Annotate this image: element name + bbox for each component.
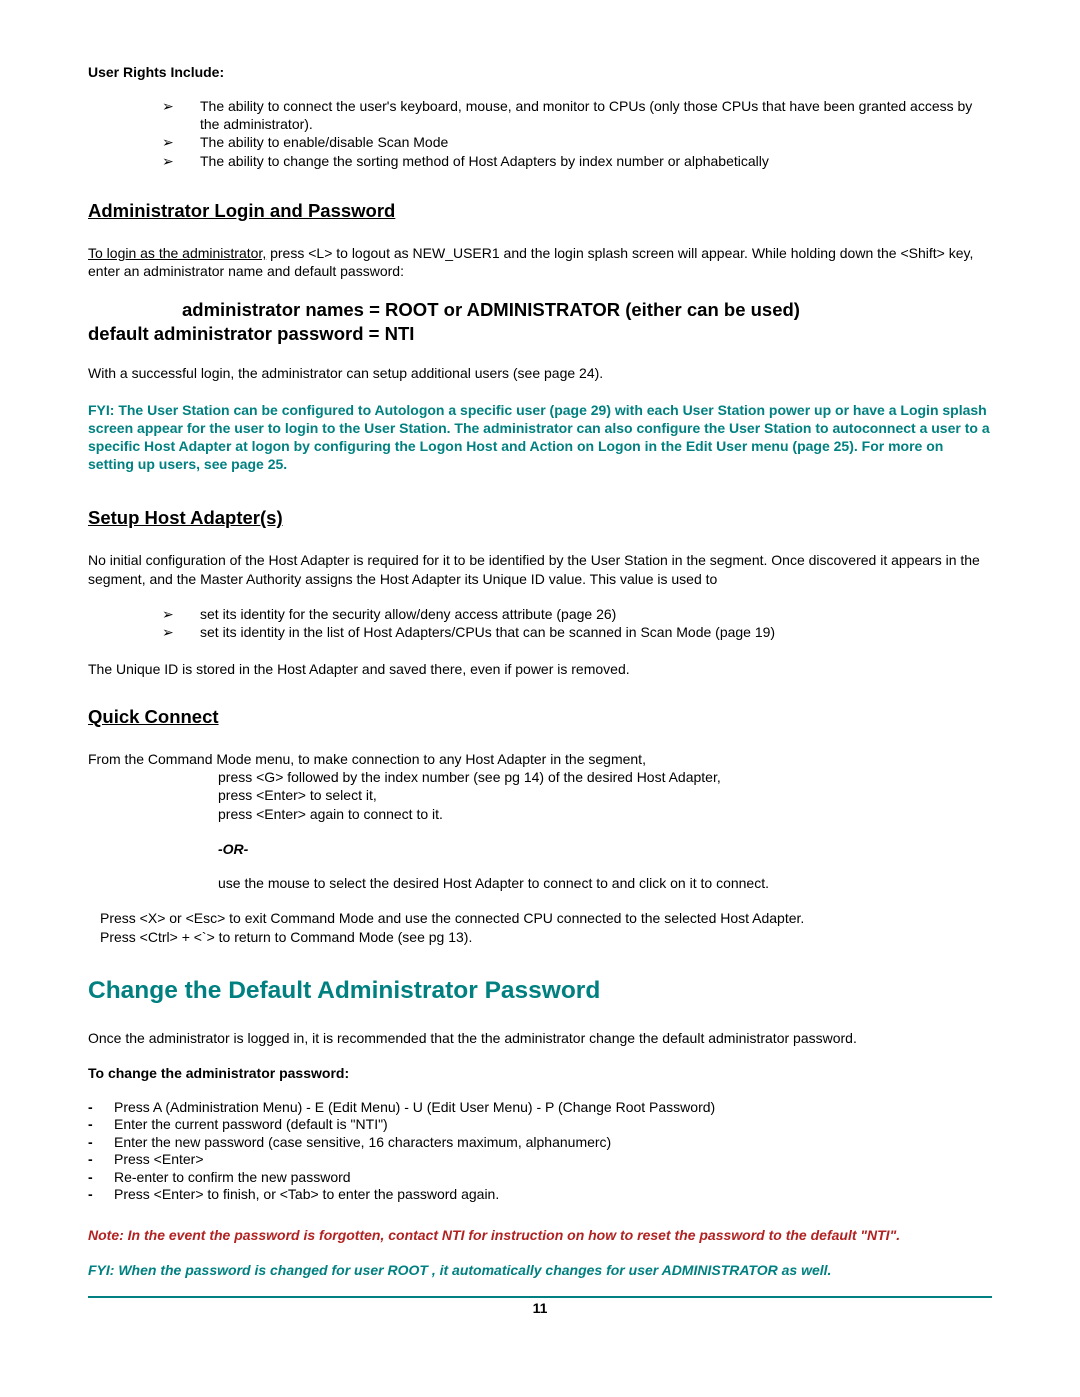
list-item: Press <Enter> to finish, or <Tab> to ent…	[88, 1186, 992, 1204]
list-item: The ability to enable/disable Scan Mode	[174, 134, 992, 152]
change-pwd-label: To change the administrator password:	[88, 1065, 992, 1081]
press-block: Press <X> or <Esc> to exit Command Mode …	[88, 909, 992, 947]
qc-line-2: press <Enter> to select it,	[88, 786, 992, 804]
footer-rule	[88, 1296, 992, 1298]
admin-login-heading: Administrator Login and Password	[88, 200, 992, 222]
document-page: User Rights Include: The ability to conn…	[0, 0, 1080, 1397]
list-item: The ability to change the sorting method…	[174, 153, 992, 171]
cred-line-1: administrator names = ROOT or ADMINISTRA…	[88, 298, 992, 322]
list-item: set its identity in the list of Host Ada…	[174, 624, 992, 642]
setup-host-after: The Unique ID is stored in the Host Adap…	[88, 660, 992, 678]
qc-line-0: From the Command Mode menu, to make conn…	[88, 750, 992, 768]
credentials-block: administrator names = ROOT or ADMINISTRA…	[88, 298, 992, 346]
change-pwd-heading: Change the Default Administrator Passwor…	[88, 977, 992, 1005]
quick-connect-block: From the Command Mode menu, to make conn…	[88, 750, 992, 823]
note-warning: Note: In the event the password is forgo…	[88, 1226, 992, 1244]
user-rights-list: The ability to connect the user's keyboa…	[88, 98, 992, 170]
press-line-1: Press <X> or <Esc> to exit Command Mode …	[100, 909, 992, 928]
admin-login-intro: To login as the administrator, press <L>…	[88, 244, 992, 280]
list-item: Enter the new password (case sensitive, …	[88, 1134, 992, 1152]
intro-underline: To login as the administrator,	[88, 245, 266, 261]
setup-host-para: No initial configuration of the Host Ada…	[88, 551, 992, 587]
admin-success-text: With a successful login, the administrat…	[88, 364, 992, 382]
admin-fyi-text: FYI: The User Station can be configured …	[88, 401, 992, 474]
user-rights-label: User Rights Include:	[88, 64, 992, 80]
list-item: set its identity for the security allow/…	[174, 606, 992, 624]
change-pwd-steps: Press A (Administration Menu) - E (Edit …	[88, 1099, 992, 1204]
fyi-root-admin: FYI: When the password is changed for us…	[88, 1262, 992, 1278]
list-item: Re-enter to confirm the new password	[88, 1169, 992, 1187]
list-item: Press <Enter>	[88, 1151, 992, 1169]
list-item: Enter the current password (default is "…	[88, 1116, 992, 1134]
change-pwd-intro: Once the administrator is logged in, it …	[88, 1029, 992, 1047]
press-line-2: Press <Ctrl> + <`> to return to Command …	[100, 928, 992, 947]
qc-line-3: press <Enter> again to connect to it.	[88, 805, 992, 823]
cred-line-2: default administrator password = NTI	[88, 322, 992, 346]
quick-connect-heading: Quick Connect	[88, 706, 992, 728]
page-number: 11	[88, 1300, 992, 1316]
setup-host-list: set its identity for the security allow/…	[88, 606, 992, 642]
qc-mouse-line: use the mouse to select the desired Host…	[88, 875, 992, 891]
or-label: -OR-	[88, 841, 992, 857]
list-item: Press A (Administration Menu) - E (Edit …	[88, 1099, 992, 1117]
setup-host-heading: Setup Host Adapter(s)	[88, 507, 992, 529]
qc-line-1: press <G> followed by the index number (…	[88, 768, 992, 786]
list-item: The ability to connect the user's keyboa…	[174, 98, 992, 133]
